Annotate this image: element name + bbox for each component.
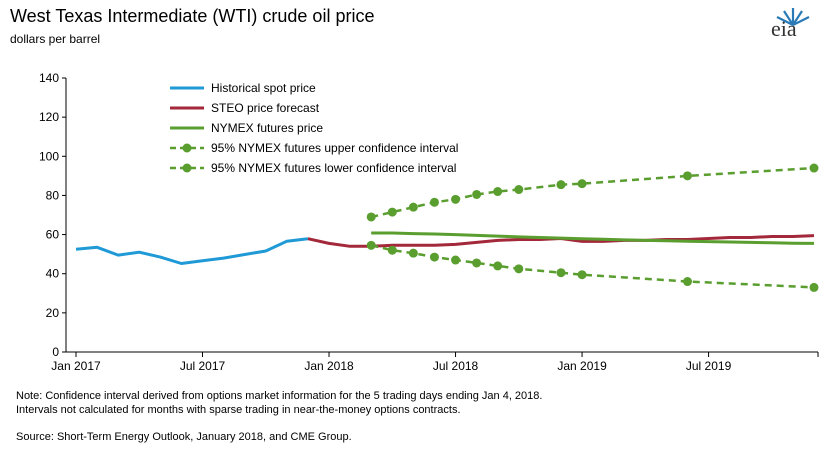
series-point-upper bbox=[451, 194, 461, 204]
series-point-upper bbox=[514, 185, 524, 195]
series-point-upper bbox=[387, 207, 397, 217]
series-point-upper bbox=[429, 197, 439, 207]
eia-logo-rays-icon bbox=[776, 8, 810, 26]
x-tick-label: Jan 2018 bbox=[304, 359, 354, 373]
chart-subtitle: dollars per barrel bbox=[10, 32, 101, 46]
legend-marker-lower bbox=[182, 163, 192, 173]
y-tick-label: 40 bbox=[46, 267, 60, 281]
series-point-lower bbox=[366, 240, 376, 250]
series-point-lower bbox=[472, 258, 482, 268]
series-line-upper bbox=[370, 166, 815, 219]
chart-series bbox=[75, 163, 819, 292]
chart-source: Source: Short-Term Energy Outlook, Janua… bbox=[16, 431, 352, 443]
series-line-lower bbox=[370, 244, 815, 289]
series-point-upper bbox=[577, 179, 587, 189]
series-point-lower bbox=[682, 277, 692, 287]
y-tick-label: 120 bbox=[39, 110, 59, 124]
series-point-lower bbox=[577, 270, 587, 280]
series-point-upper bbox=[408, 202, 418, 212]
series-point-lower bbox=[451, 255, 461, 265]
series-point-upper bbox=[366, 212, 376, 222]
x-tick-label: Jan 2017 bbox=[51, 359, 101, 373]
series-point-lower bbox=[514, 264, 524, 274]
y-tick-label: 80 bbox=[46, 188, 60, 202]
series-point-lower bbox=[809, 282, 819, 292]
chart-legend: Historical spot price STEO price forecast… bbox=[170, 81, 458, 175]
eia-logo-text: eia bbox=[771, 16, 797, 41]
x-tick-label: Jul 2018 bbox=[433, 359, 479, 373]
series-point-lower bbox=[556, 268, 566, 278]
chart-axes: 0 20 40 60 80 100 120 140 Jan 2017 Jul 2017 Jan 20… bbox=[39, 71, 819, 373]
series-point-lower bbox=[429, 252, 439, 262]
chart-title: West Texas Intermediate (WTI) crude oil … bbox=[10, 6, 375, 26]
series-point-lower bbox=[387, 245, 397, 255]
legend-label-nymex: NYMEX futures price bbox=[211, 121, 323, 135]
series-point-upper bbox=[493, 187, 503, 197]
y-tick-label: 20 bbox=[46, 306, 60, 320]
series-point-upper bbox=[472, 189, 482, 199]
y-tick-label: 140 bbox=[39, 71, 59, 85]
y-tick-label: 100 bbox=[39, 149, 59, 163]
series-point-upper bbox=[682, 171, 692, 181]
x-tick-label: Jan 2019 bbox=[557, 359, 607, 373]
x-tick-label: Jul 2017 bbox=[180, 359, 226, 373]
legend-label-steo: STEO price forecast bbox=[211, 101, 320, 115]
legend-label-historical: Historical spot price bbox=[211, 81, 316, 95]
y-tick-label: 0 bbox=[52, 345, 59, 359]
legend-marker-upper bbox=[182, 143, 192, 153]
series-point-lower bbox=[408, 248, 418, 258]
series-point-upper bbox=[809, 163, 819, 173]
eia-logo: eia bbox=[771, 6, 811, 42]
series-line-nymex bbox=[371, 231, 815, 245]
y-tick-label: 60 bbox=[46, 228, 60, 242]
series-point-upper bbox=[556, 180, 566, 190]
series-line-historical bbox=[75, 237, 309, 265]
x-tick-label: Jul 2019 bbox=[686, 359, 732, 373]
series-point-lower bbox=[493, 261, 503, 271]
legend-label-lower: 95% NYMEX futures lower confidence inter… bbox=[211, 161, 456, 175]
legend-label-upper: 95% NYMEX futures upper confidence inter… bbox=[211, 141, 458, 155]
chart-note: Note: Confidence interval derived from o… bbox=[16, 390, 543, 416]
